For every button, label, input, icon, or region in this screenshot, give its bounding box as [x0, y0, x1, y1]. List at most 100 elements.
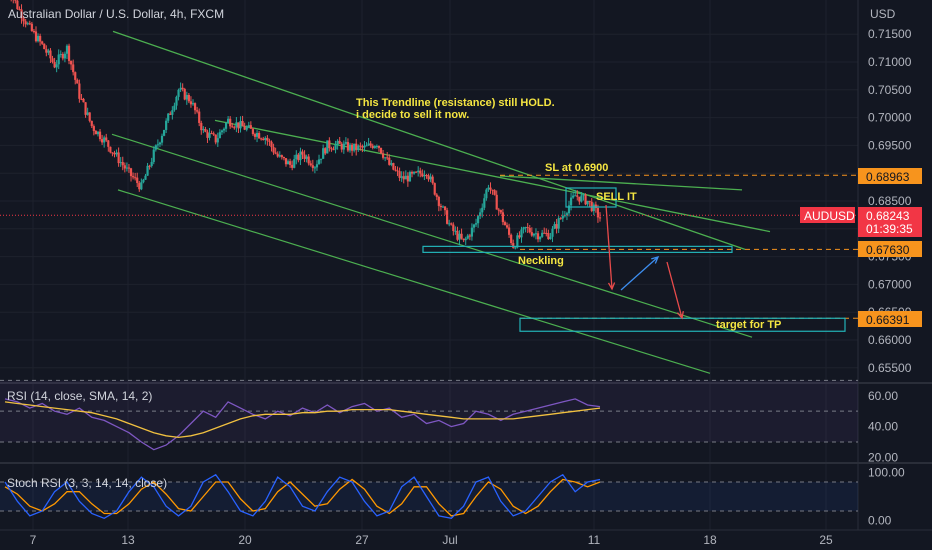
symbol-tag: AUDUSD	[804, 209, 855, 223]
candle-body	[55, 64, 58, 68]
candle-body	[262, 138, 265, 141]
stoch-pane[interactable]	[0, 473, 858, 520]
candle-body	[152, 149, 155, 162]
candle-body	[245, 127, 248, 130]
candle-body	[326, 140, 329, 154]
up-arrow-head	[651, 256, 660, 264]
candle-body	[466, 235, 469, 239]
candle-body	[59, 53, 62, 55]
candle-body	[365, 145, 368, 147]
candle-body	[429, 176, 432, 180]
down-arrow-1	[605, 204, 613, 290]
neck-tag-bg	[858, 241, 922, 257]
candle-body	[202, 129, 205, 131]
candle-body	[140, 182, 143, 190]
candle-body	[516, 235, 519, 248]
candle-body	[142, 179, 145, 183]
candle-body	[255, 133, 259, 137]
candle-body	[144, 175, 147, 180]
candle-body	[125, 167, 128, 169]
candle-body	[495, 194, 498, 210]
candle-body	[435, 194, 438, 197]
candle-body	[88, 112, 91, 121]
candle-body	[156, 144, 159, 146]
candle-body	[427, 175, 430, 180]
candle-body	[123, 165, 126, 169]
candle-body	[510, 234, 513, 244]
grid	[0, 0, 858, 530]
candle-body	[410, 172, 414, 174]
candle-body	[322, 148, 325, 159]
candle-body	[224, 122, 228, 129]
rsi-title: RSI (14, close, SMA, 14, 2)	[7, 389, 152, 403]
candle-body	[369, 143, 372, 146]
candle-body	[425, 175, 428, 177]
candle-body	[233, 127, 236, 129]
sell-annotation: SELL IT	[596, 191, 637, 203]
candle-body	[289, 161, 292, 165]
candle-body	[165, 120, 168, 130]
candle-body	[57, 54, 60, 65]
candle-body	[212, 133, 215, 135]
candle-body	[67, 45, 71, 61]
candle-body	[160, 135, 164, 143]
candle-body	[574, 195, 577, 197]
candle-body	[443, 206, 447, 211]
candle-body	[315, 164, 319, 168]
candle-body	[200, 122, 203, 131]
sl-tag-bg	[858, 168, 922, 184]
candle-body	[305, 156, 308, 159]
candle-body	[522, 227, 525, 230]
candle-body	[346, 142, 350, 151]
candle-body	[210, 133, 213, 135]
x-tick-label: 20	[238, 533, 252, 547]
candle-body	[503, 222, 507, 226]
candle-body	[417, 170, 420, 173]
rsi-tick-label: 40.00	[868, 420, 898, 434]
candle-body	[588, 200, 591, 202]
candle-body	[565, 213, 569, 216]
candle-body	[24, 21, 27, 25]
candle-body	[76, 79, 79, 84]
candle-body	[594, 204, 597, 209]
candle-body	[303, 154, 306, 159]
candle-body	[185, 94, 188, 100]
y-tick-label: 0.67000	[868, 277, 912, 291]
last-price-tag: 0.68243	[866, 209, 910, 223]
countdown-tag: 01:39:35	[866, 222, 913, 236]
candle-body	[371, 145, 374, 148]
sl-tag: 0.68963	[866, 170, 910, 184]
candle-body	[543, 232, 546, 234]
candle-body	[557, 218, 560, 229]
candle-body	[512, 243, 515, 248]
candle-body	[547, 233, 550, 240]
candle-body	[441, 206, 445, 208]
candle-body	[282, 157, 286, 159]
candle-body	[293, 159, 296, 168]
resistance-trendline-2	[214, 119, 771, 233]
candle-body	[20, 9, 23, 19]
candle-body	[264, 137, 267, 141]
candle-body	[30, 23, 33, 31]
candle-body	[268, 140, 271, 142]
candle-body	[129, 168, 133, 177]
candle-body	[235, 122, 238, 128]
candle-body	[297, 154, 300, 161]
candle-body	[348, 144, 352, 151]
candle-body	[307, 156, 310, 164]
candle-body	[127, 167, 131, 169]
candle-body	[355, 143, 358, 151]
candle-body	[541, 232, 544, 237]
candle-body	[381, 153, 385, 158]
candle-body	[338, 140, 341, 144]
rsi-pane[interactable]	[0, 379, 858, 451]
candle-body	[270, 141, 273, 148]
candle-body	[406, 175, 409, 182]
down-arrow-2	[666, 261, 683, 319]
candle-body	[28, 23, 31, 25]
candle-body	[404, 175, 407, 180]
candle-body	[332, 149, 335, 151]
tp-tag: 0.66391	[866, 313, 910, 327]
candle-body	[32, 30, 36, 32]
